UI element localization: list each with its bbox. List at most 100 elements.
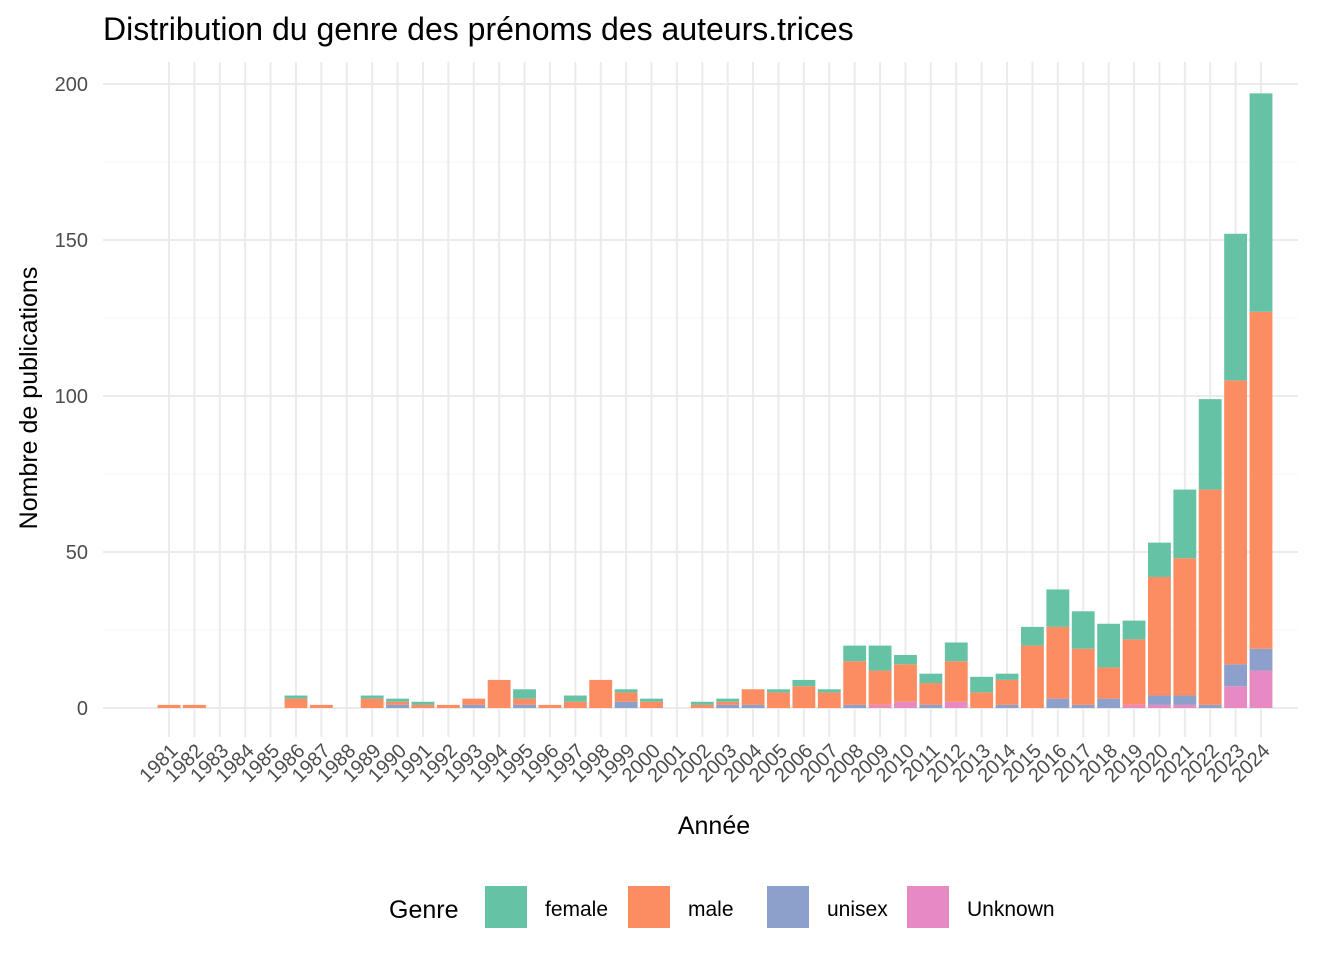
bar-unisex-2022 bbox=[1198, 704, 1222, 708]
bar-male-1994 bbox=[487, 679, 511, 708]
y-tick-label: 50 bbox=[66, 542, 88, 564]
bar-unisex-2004 bbox=[741, 704, 765, 708]
bar-male-2011 bbox=[919, 683, 943, 705]
bar-unknown-2020 bbox=[1147, 704, 1171, 708]
bar-female-2002 bbox=[690, 701, 714, 705]
chart-title: Distribution du genre des prénoms des au… bbox=[103, 11, 854, 47]
bar-male-2006 bbox=[792, 686, 816, 708]
bar-unknown-2024 bbox=[1249, 670, 1273, 708]
y-tick-label: 100 bbox=[55, 386, 88, 408]
bar-male-2020 bbox=[1147, 576, 1171, 696]
bar-unisex-2003 bbox=[716, 704, 740, 708]
bar-female-1995 bbox=[513, 689, 536, 699]
bar-male-2013 bbox=[970, 692, 994, 708]
legend: Genre female male unisex Unknown bbox=[389, 886, 1055, 928]
bar-male-2023 bbox=[1224, 380, 1248, 665]
bar-female-2015 bbox=[1021, 626, 1044, 646]
bar-male-1998 bbox=[589, 679, 613, 708]
bar-male-1995 bbox=[513, 698, 536, 705]
bar-male-1990 bbox=[386, 701, 409, 705]
bar-unknown-2010 bbox=[894, 701, 917, 708]
legend-label-unisex: unisex bbox=[827, 898, 888, 921]
bar-male-2009 bbox=[868, 670, 892, 705]
bar-unisex-2016 bbox=[1046, 698, 1070, 708]
bar-male-2000 bbox=[640, 701, 663, 708]
bar-unknown-2019 bbox=[1122, 704, 1146, 708]
bar-male-2019 bbox=[1122, 639, 1146, 705]
bar-unknown-2012 bbox=[944, 701, 968, 708]
legend-key-female bbox=[485, 886, 527, 928]
legend-label-unknown: Unknown bbox=[967, 898, 1055, 921]
legend-title: Genre bbox=[389, 896, 458, 924]
bar-female-2003 bbox=[716, 698, 740, 702]
bar-unisex-1993 bbox=[462, 704, 486, 708]
bar-female-2014 bbox=[995, 673, 1019, 680]
bar-female-1999 bbox=[614, 689, 638, 693]
bar-male-2015 bbox=[1021, 645, 1044, 708]
bar-female-1986 bbox=[284, 695, 308, 699]
bar-male-1992 bbox=[436, 704, 460, 708]
bar-male-2022 bbox=[1198, 489, 1222, 705]
bar-unisex-1999 bbox=[614, 701, 638, 708]
bar-male-2018 bbox=[1097, 667, 1121, 699]
bar-female-1989 bbox=[360, 695, 384, 699]
bar-male-1986 bbox=[284, 698, 308, 708]
bar-male-1993 bbox=[462, 698, 486, 705]
bar-male-1982 bbox=[182, 704, 206, 708]
y-tick-label: 0 bbox=[77, 698, 88, 720]
bar-male-2005 bbox=[767, 692, 790, 708]
bar-male-2017 bbox=[1071, 648, 1095, 705]
bar-male-2012 bbox=[944, 661, 968, 702]
bar-female-2017 bbox=[1071, 611, 1095, 649]
x-axis-title: Année bbox=[678, 812, 750, 840]
bar-male-1987 bbox=[309, 704, 333, 708]
bar-male-2021 bbox=[1173, 558, 1197, 696]
bar-male-1989 bbox=[360, 698, 384, 708]
bar-female-2000 bbox=[640, 698, 663, 702]
x-axis-ticks: 1981198219831984198519861987198819891990… bbox=[136, 740, 1275, 787]
bar-male-1996 bbox=[538, 704, 562, 708]
bar-female-1990 bbox=[386, 698, 409, 702]
bar-male-1997 bbox=[563, 701, 587, 708]
y-axis-title: Nombre de publications bbox=[15, 267, 43, 530]
bar-unknown-2009 bbox=[868, 704, 892, 708]
bar-female-2009 bbox=[868, 645, 892, 671]
bar-male-2008 bbox=[843, 661, 867, 705]
bar-female-2012 bbox=[944, 642, 968, 662]
bar-female-2011 bbox=[919, 673, 943, 684]
y-tick-label: 200 bbox=[55, 74, 88, 96]
bar-male-2016 bbox=[1046, 626, 1070, 699]
bar-layer bbox=[157, 93, 1273, 708]
bar-female-2022 bbox=[1198, 399, 1222, 490]
bar-unisex-1995 bbox=[513, 704, 536, 708]
bar-female-2013 bbox=[970, 676, 994, 693]
bar-female-2018 bbox=[1097, 623, 1121, 668]
bar-unknown-2023 bbox=[1224, 686, 1248, 708]
bar-unisex-2021 bbox=[1173, 695, 1197, 705]
bar-female-2006 bbox=[792, 679, 816, 687]
bar-unisex-2023 bbox=[1224, 664, 1248, 687]
bar-male-2010 bbox=[894, 664, 917, 702]
bar-female-1997 bbox=[563, 695, 587, 702]
bar-female-2024 bbox=[1249, 93, 1273, 312]
bar-male-1991 bbox=[411, 704, 435, 708]
bar-female-2008 bbox=[843, 645, 867, 662]
legend-items: female male unisex Unknown bbox=[485, 886, 1055, 928]
bar-female-2019 bbox=[1122, 620, 1146, 640]
bar-unisex-2008 bbox=[843, 704, 867, 708]
bar-male-2003 bbox=[716, 701, 740, 705]
bar-male-2002 bbox=[690, 704, 714, 708]
y-axis-ticks: 0 50 100 150 200 bbox=[55, 74, 88, 720]
legend-key-male bbox=[628, 886, 670, 928]
y-tick-label: 150 bbox=[55, 230, 88, 252]
bar-male-2024 bbox=[1249, 311, 1273, 649]
bar-unisex-2018 bbox=[1097, 698, 1121, 708]
bar-female-2021 bbox=[1173, 489, 1197, 559]
legend-label-female: female bbox=[545, 898, 608, 921]
bar-female-2005 bbox=[767, 689, 790, 693]
bar-male-2014 bbox=[995, 679, 1019, 705]
bar-female-2010 bbox=[894, 654, 917, 665]
bar-male-1981 bbox=[157, 704, 181, 708]
bar-female-2020 bbox=[1147, 542, 1171, 577]
